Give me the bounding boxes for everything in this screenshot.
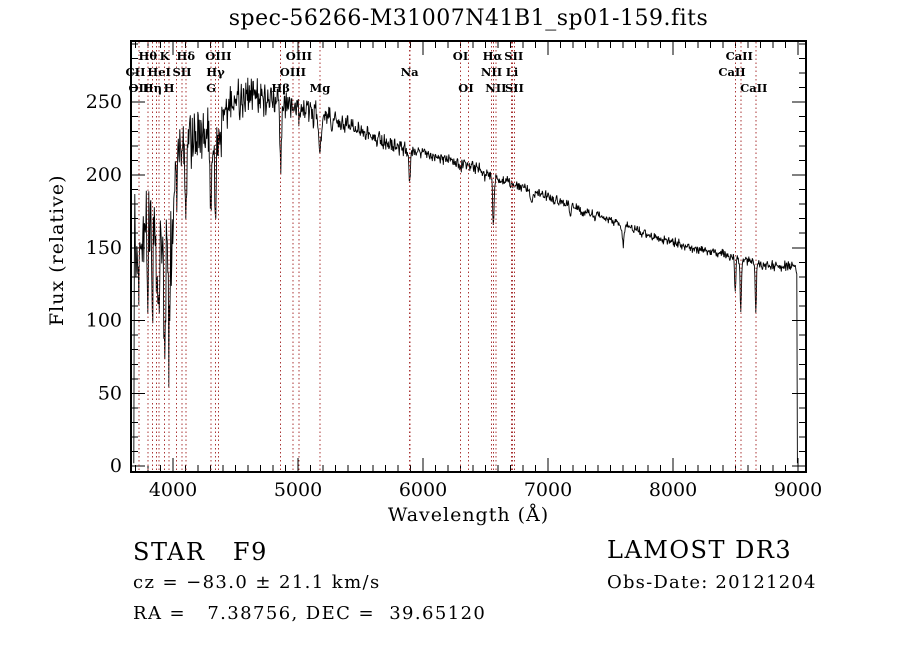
- axes: [130, 40, 807, 473]
- svg-text:4000: 4000: [149, 479, 197, 501]
- svg-text:CaII: CaII: [726, 49, 753, 63]
- svg-text:NII: NII: [481, 65, 502, 79]
- y-axis-label: Flux (relative): [46, 174, 68, 327]
- x-axis-label: Wavelength (Å): [387, 504, 550, 526]
- svg-text:G: G: [206, 81, 216, 95]
- svg-text:OIII: OIII: [280, 65, 306, 79]
- svg-text:CaII: CaII: [740, 81, 767, 95]
- svg-text:Na: Na: [401, 65, 420, 79]
- svg-text:Hθ: Hθ: [138, 49, 157, 63]
- svg-text:SII: SII: [504, 49, 523, 63]
- svg-text:100: 100: [86, 310, 122, 332]
- spectrum-line: [133, 77, 798, 464]
- svg-text:K: K: [160, 49, 171, 63]
- svg-text:50: 50: [98, 382, 122, 404]
- svg-text:OIII: OIII: [205, 49, 231, 63]
- svg-text:200: 200: [86, 164, 122, 186]
- svg-text:Hγ: Hγ: [206, 65, 225, 79]
- svg-text:9000: 9000: [774, 479, 822, 501]
- svg-text:Hη: Hη: [143, 81, 162, 95]
- svg-text:NII: NII: [485, 81, 506, 95]
- svg-text:6000: 6000: [399, 479, 447, 501]
- svg-text:H: H: [164, 81, 175, 95]
- svg-text:Li: Li: [506, 65, 519, 79]
- tick-labels: 4000 5000 6000 7000 8000 9000 0 50 100 150 200 250: [86, 91, 822, 501]
- radial-velocity-text: cz = −83.0 ± 21.1 km/s: [133, 572, 381, 593]
- svg-text:Hβ: Hβ: [271, 81, 290, 95]
- svg-text:OI: OI: [453, 49, 468, 63]
- svg-text:CaII: CaII: [718, 65, 745, 79]
- svg-text:OI: OI: [458, 81, 473, 95]
- svg-text:CII: CII: [126, 65, 146, 79]
- svg-text:SII: SII: [505, 81, 524, 95]
- svg-text:150: 150: [86, 237, 122, 259]
- svg-text:Hδ: Hδ: [176, 49, 195, 63]
- survey-release-text: LAMOST DR3: [607, 536, 793, 564]
- svg-text:HeI: HeI: [147, 65, 171, 79]
- svg-text:0: 0: [110, 455, 122, 477]
- plot-title: spec-56266-M31007N41B1_sp01-159.fits: [228, 6, 709, 31]
- obs-date-text: Obs-Date: 20121204: [607, 572, 817, 593]
- svg-text:OIII: OIII: [286, 49, 312, 63]
- svg-text:OII: OII: [128, 81, 149, 95]
- svg-text:Mg: Mg: [309, 81, 330, 95]
- svg-text:Hα: Hα: [483, 49, 503, 63]
- svg-text:SII: SII: [172, 65, 191, 79]
- svg-text:7000: 7000: [524, 479, 572, 501]
- svg-text:5000: 5000: [274, 479, 322, 501]
- svg-text:8000: 8000: [649, 479, 697, 501]
- spectral-line-markers: [138, 42, 757, 471]
- svg-text:250: 250: [86, 91, 122, 113]
- ra-dec-text: RA = 7.38756, DEC = 39.65120: [133, 603, 487, 624]
- object-class-text: STAR F9: [133, 538, 268, 566]
